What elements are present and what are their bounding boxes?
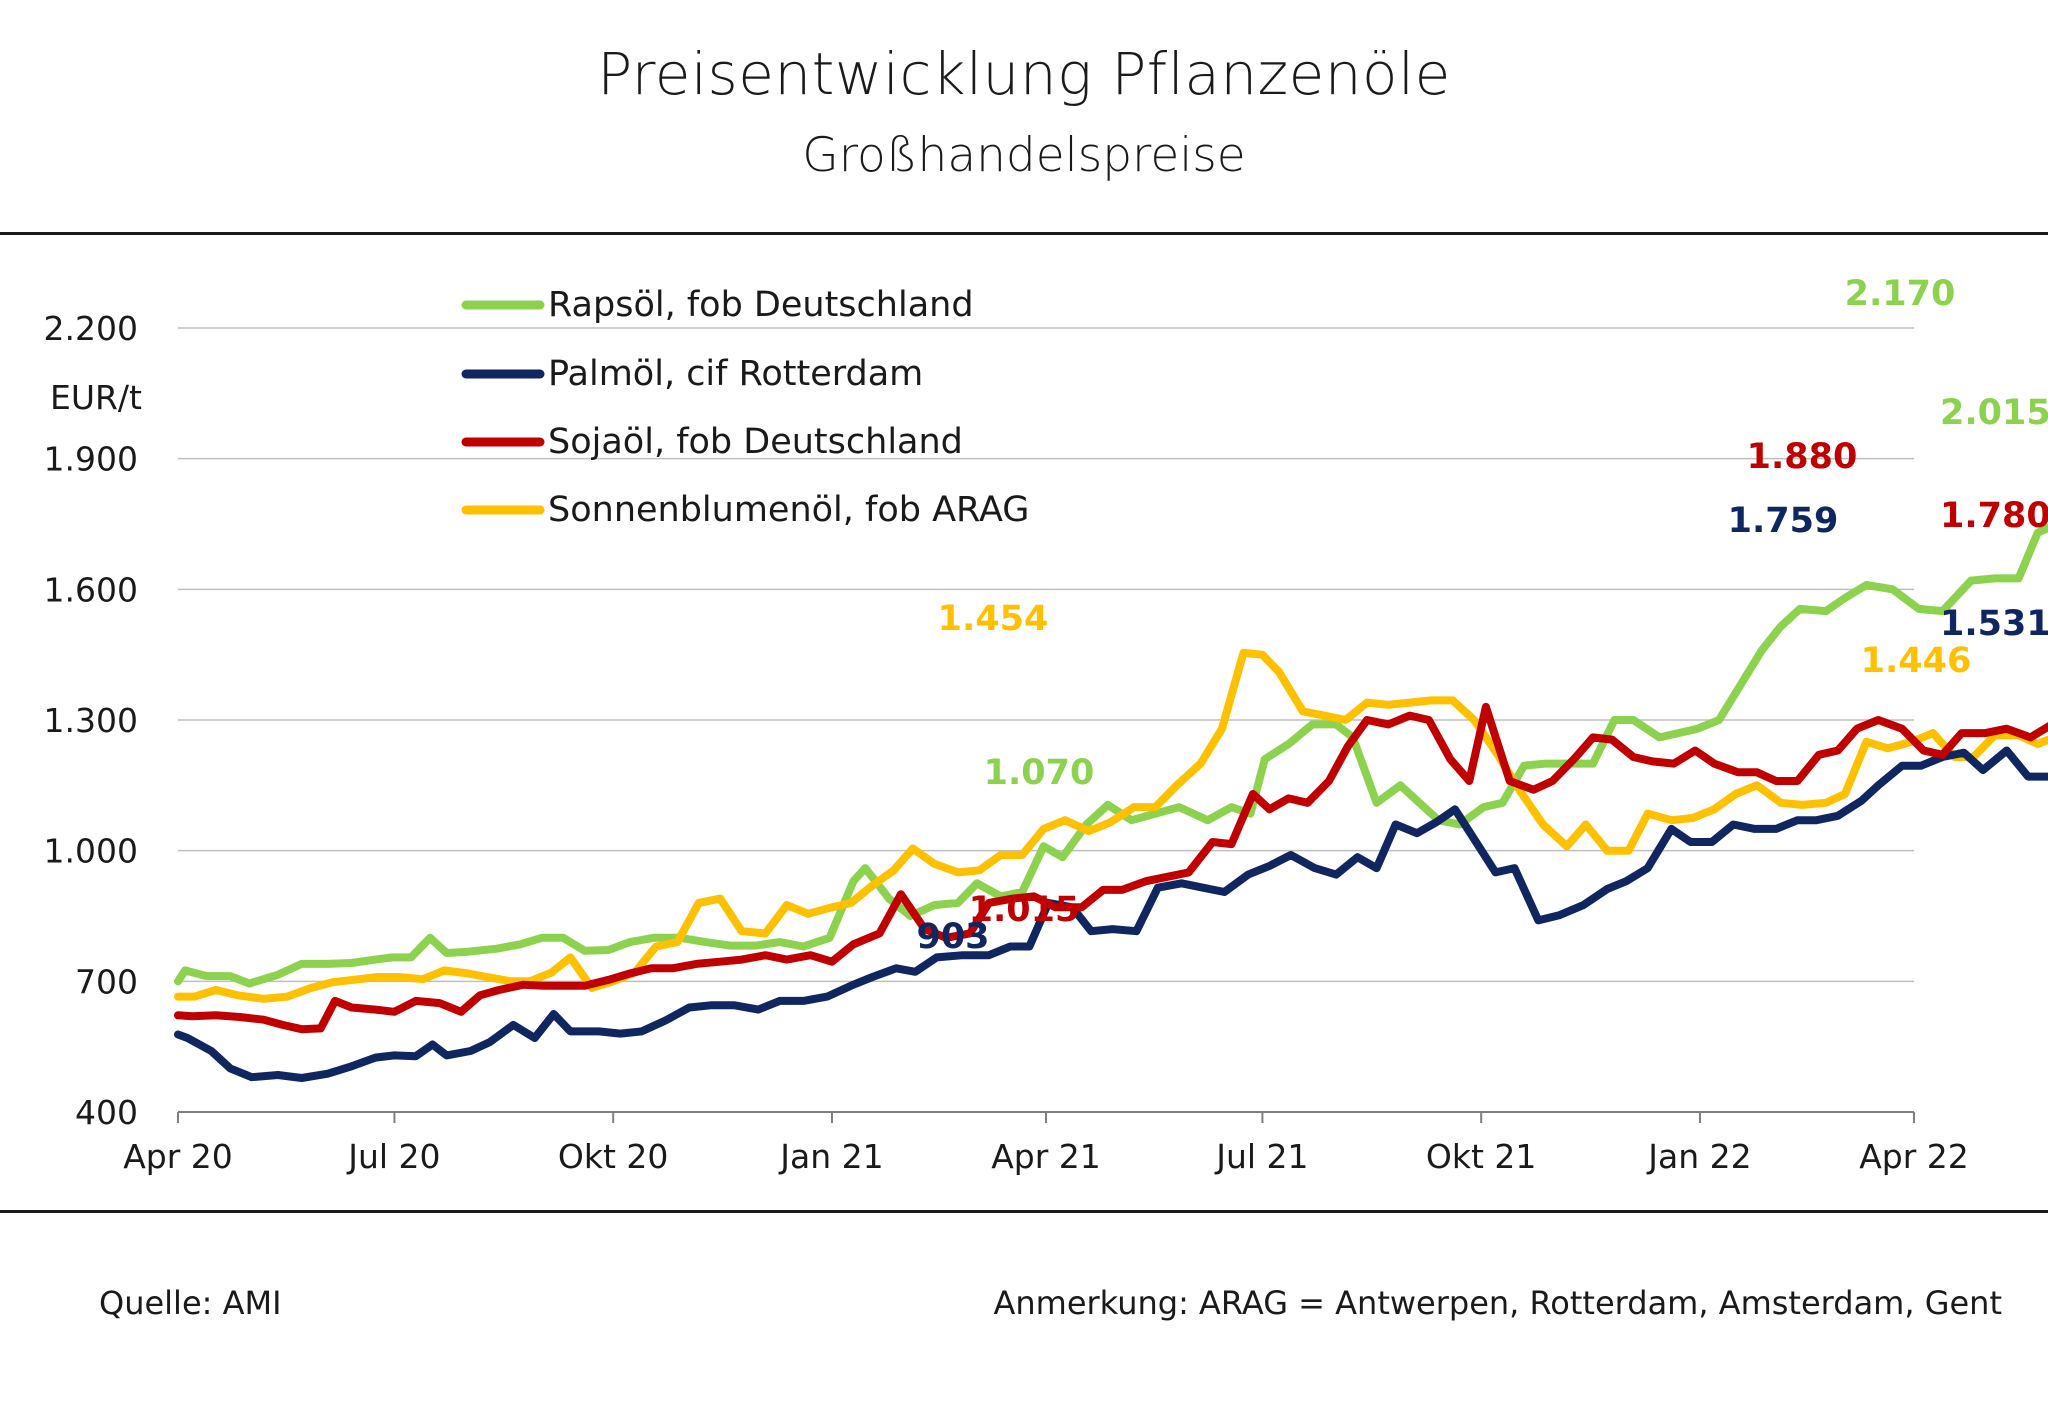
x-tick-label: Apr 22 — [1859, 1137, 1969, 1176]
label-rapsoel-2015: 2.015 — [1940, 393, 2048, 433]
label-sojaoel-1780: 1.780 — [1940, 496, 2048, 536]
label-sojaoel-1880: 1.880 — [1747, 437, 1858, 477]
x-tick-label: Jul 21 — [1214, 1137, 1308, 1176]
x-tick-label: Apr 20 — [123, 1137, 233, 1176]
y-tick-label: 1.900 — [44, 440, 138, 479]
legend: Rapsöl, fob Deutschland Palmöl, cif Rott… — [461, 285, 1029, 530]
axes: 400 700 1.000 1.300 1.600 1.900 2.200 Apr 20 Jul… — [44, 309, 1969, 1176]
series-lines — [174, 523, 2048, 1082]
chart-title: Preisentwicklung Pflanzenöle — [597, 40, 1451, 108]
x-tick-label: Okt 20 — [558, 1137, 669, 1176]
x-tick-label: Jan 22 — [1646, 1137, 1751, 1176]
y-tick-label: 1.000 — [44, 832, 138, 871]
y-tick-label: 700 — [75, 962, 138, 1001]
line-sojaoel — [174, 702, 2048, 1034]
line-rapsoel — [174, 523, 2048, 988]
x-tick-label: Jan 21 — [778, 1137, 883, 1176]
y-tick-label: 1.600 — [44, 570, 138, 609]
legend-label-palmoel: Palmöl, cif Rotterdam — [548, 354, 923, 394]
label-sojaoel-1015: 1.015 — [969, 890, 1080, 930]
y-tick-label: 1.300 — [44, 701, 138, 740]
y-tick-label: 400 — [75, 1093, 138, 1132]
y-axis-unit-label: EUR/t — [50, 378, 142, 417]
label-rapsoel-1070: 1.070 — [984, 753, 1095, 793]
data-labels: 1.070 2.170 2.015 903 1.759 1.531 1.015 … — [916, 274, 2048, 957]
top-divider — [0, 232, 2048, 235]
label-rapsoel-2170: 2.170 — [1845, 274, 1956, 314]
label-palmoel-1531: 1.531 — [1940, 604, 2048, 644]
line-palmoel — [174, 746, 2048, 1082]
x-tick-label: Okt 21 — [1426, 1137, 1537, 1176]
legend-label-rapsoel: Rapsöl, fob Deutschland — [548, 285, 974, 325]
x-tick-label: Jul 20 — [346, 1137, 440, 1176]
line-chart: 400 700 1.000 1.300 1.600 1.900 2.200 Apr 20 Jul… — [44, 274, 2048, 1176]
gridlines — [178, 327, 1914, 983]
label-sonnenblumenoel-1454: 1.454 — [938, 599, 1049, 639]
legend-label-sonnenblumenoel: Sonnenblumenöl, fob ARAG — [548, 490, 1029, 530]
abbreviation-note: Anmerkung: ARAG = Antwerpen, Rotterdam, … — [993, 1284, 2002, 1322]
label-sonnenblumenoel-1446: 1.446 — [1861, 641, 1972, 681]
bottom-divider — [0, 1210, 2048, 1213]
source-note: Quelle: AMI — [99, 1284, 282, 1322]
y-tick-label: 2.200 — [44, 309, 138, 348]
legend-label-sojaoel: Sojaöl, fob Deutschland — [548, 422, 963, 462]
label-palmoel-903: 903 — [916, 917, 989, 957]
label-palmoel-1759: 1.759 — [1728, 501, 1839, 541]
chart-subtitle: Großhandelspreise — [802, 128, 1246, 183]
x-tick-label: Apr 21 — [991, 1137, 1101, 1176]
